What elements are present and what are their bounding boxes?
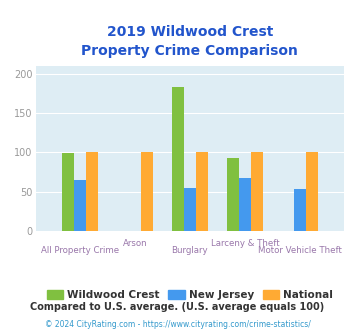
Text: Larceny & Theft: Larceny & Theft (211, 239, 279, 248)
Bar (86, 152, 98, 231)
Title: 2019 Wildwood Crest
Property Crime Comparison: 2019 Wildwood Crest Property Crime Compa… (82, 25, 298, 58)
Text: © 2024 CityRating.com - https://www.cityrating.com/crime-statistics/: © 2024 CityRating.com - https://www.city… (45, 320, 310, 329)
Bar (196, 152, 208, 231)
Bar (227, 158, 239, 231)
Bar (74, 180, 86, 231)
Text: Arson: Arson (123, 239, 147, 248)
Bar (62, 153, 74, 231)
Text: Motor Vehicle Theft: Motor Vehicle Theft (258, 246, 342, 255)
Bar (251, 152, 263, 231)
Text: Burglary: Burglary (171, 246, 208, 255)
Text: Compared to U.S. average. (U.S. average equals 100): Compared to U.S. average. (U.S. average … (31, 302, 324, 312)
Bar (306, 152, 318, 231)
Bar (172, 87, 184, 231)
Bar (239, 178, 251, 231)
Bar (184, 188, 196, 231)
Text: All Property Crime: All Property Crime (41, 246, 119, 255)
Legend: Wildwood Crest, New Jersey, National: Wildwood Crest, New Jersey, National (42, 286, 338, 304)
Bar (294, 189, 306, 231)
Bar (141, 152, 153, 231)
